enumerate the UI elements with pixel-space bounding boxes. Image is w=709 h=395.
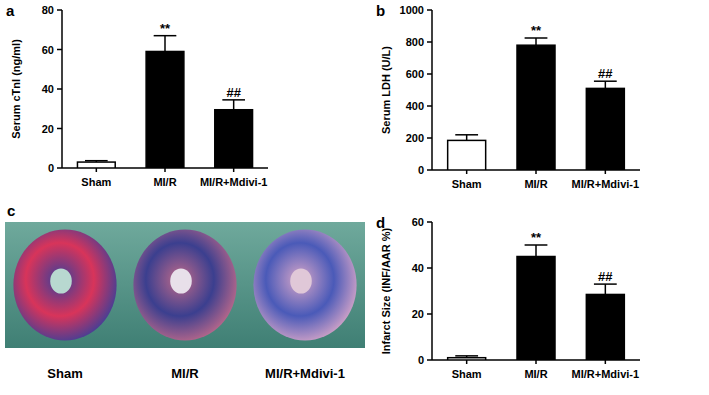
plot-marks — [448, 38, 625, 170]
significance-mark: ## — [598, 269, 613, 284]
x-tick-label: MI/R — [524, 368, 547, 380]
y-axis-label: Serum cTnI (ng/ml) — [10, 39, 22, 139]
y-tick-label: 20 — [42, 123, 54, 135]
x-tick-label: MI/R — [153, 176, 176, 188]
bar — [517, 257, 555, 361]
bar — [586, 294, 624, 360]
x-tick — [605, 360, 607, 364]
y-tick — [57, 9, 62, 11]
heart-lumen — [50, 268, 72, 293]
bar — [517, 45, 555, 170]
x-tick-label: Sham — [81, 176, 111, 188]
chart-panel: a Serum cTnI (ng/ml) 0 20 40 60 80 Sham MI/R MI/R… — [6, 2, 268, 188]
y-tick — [427, 41, 432, 43]
y-tick — [57, 49, 62, 51]
error-bar — [594, 81, 617, 88]
heart-lumen — [170, 268, 192, 293]
y-tick — [57, 167, 62, 169]
error-bar — [222, 100, 245, 110]
panel-letter: b — [376, 2, 385, 19]
y-tick-label: 0 — [48, 162, 54, 174]
y-tick — [427, 267, 432, 269]
heart-slice — [13, 230, 116, 341]
chart-panel: b Serum LDH (U/L) 0 200 400 600 800 1000 Sham MI/… — [376, 2, 640, 190]
figure: a Serum cTnI (ng/ml) 0 20 40 60 80 Sham MI/R MI/R… — [0, 0, 709, 395]
y-tick — [427, 169, 432, 171]
error-bar — [455, 135, 478, 141]
x-tick-label: Sham — [452, 368, 482, 380]
x-tick — [605, 170, 607, 174]
bar — [146, 51, 184, 168]
y-tick — [427, 221, 432, 223]
plot-marks — [448, 245, 625, 360]
x-tick-label: Sham — [452, 178, 482, 190]
y-axis-label: Infarct Size (INF/AAR %) — [380, 227, 392, 354]
error-bar — [154, 36, 177, 52]
y-tick-label: 1000 — [400, 4, 424, 16]
y-axis-line — [431, 222, 433, 360]
y-tick — [427, 137, 432, 139]
y-tick — [427, 9, 432, 11]
x-tick — [164, 168, 166, 172]
error-bar — [594, 284, 617, 294]
photo-background — [5, 222, 365, 348]
significance-mark: ** — [531, 230, 542, 245]
bar — [77, 162, 115, 168]
y-tick-label: 800 — [406, 36, 424, 48]
x-tick-label: MI/R+Mdivi-1 — [572, 178, 640, 190]
y-tick-label: 0 — [418, 164, 424, 176]
y-axis-label: Serum LDH (U/L) — [380, 46, 392, 134]
y-tick-label: 600 — [406, 68, 424, 80]
heart-slice — [253, 230, 356, 341]
y-tick-label: 60 — [412, 216, 424, 228]
y-tick-label: 60 — [42, 44, 54, 56]
error-bar — [525, 38, 548, 45]
y-tick-label: 200 — [406, 132, 424, 144]
image-caption: MI/R+Mdivi-1 — [265, 366, 345, 381]
y-tick — [57, 128, 62, 130]
y-tick-label: 40 — [412, 262, 424, 274]
x-tick-label: MI/R+Mdivi-1 — [200, 176, 268, 188]
bar — [448, 140, 486, 170]
x-tick — [535, 360, 537, 364]
error-bar — [525, 245, 548, 257]
significance-mark: ## — [598, 66, 613, 81]
heart-lumen — [290, 268, 312, 293]
panel-letter: a — [6, 2, 15, 19]
panel-letter: c — [7, 202, 15, 219]
y-tick-label: 400 — [406, 100, 424, 112]
y-tick — [427, 313, 432, 315]
image-caption: Sham — [47, 366, 82, 381]
y-tick — [427, 105, 432, 107]
x-tick — [96, 168, 98, 172]
x-tick — [233, 168, 235, 172]
plot-marks — [77, 36, 252, 168]
y-tick — [57, 88, 62, 90]
y-tick-label: 0 — [418, 354, 424, 366]
significance-mark: ** — [531, 23, 542, 38]
bar — [586, 88, 624, 170]
y-tick-label: 20 — [412, 308, 424, 320]
y-axis-line — [431, 10, 433, 170]
bar — [448, 358, 486, 360]
x-tick-label: MI/R+Mdivi-1 — [572, 368, 640, 380]
x-tick — [535, 170, 537, 174]
y-tick-label: 80 — [42, 4, 54, 16]
bar — [215, 110, 253, 168]
x-tick — [466, 360, 468, 364]
x-tick — [466, 170, 468, 174]
y-tick — [427, 73, 432, 75]
significance-mark: ** — [160, 21, 171, 36]
significance-mark: ## — [226, 85, 241, 100]
y-tick-label: 40 — [42, 83, 54, 95]
x-tick-label: MI/R — [524, 178, 547, 190]
chart-panel: dInfarct Size (INF/AAR %)0204060ShamMI/R… — [376, 214, 640, 380]
image-caption: MI/R — [171, 366, 199, 381]
image-panel: c Sham MI/R MI/R+Mdivi-1 — [5, 202, 365, 381]
heart-slice — [133, 230, 236, 341]
y-tick — [427, 359, 432, 361]
